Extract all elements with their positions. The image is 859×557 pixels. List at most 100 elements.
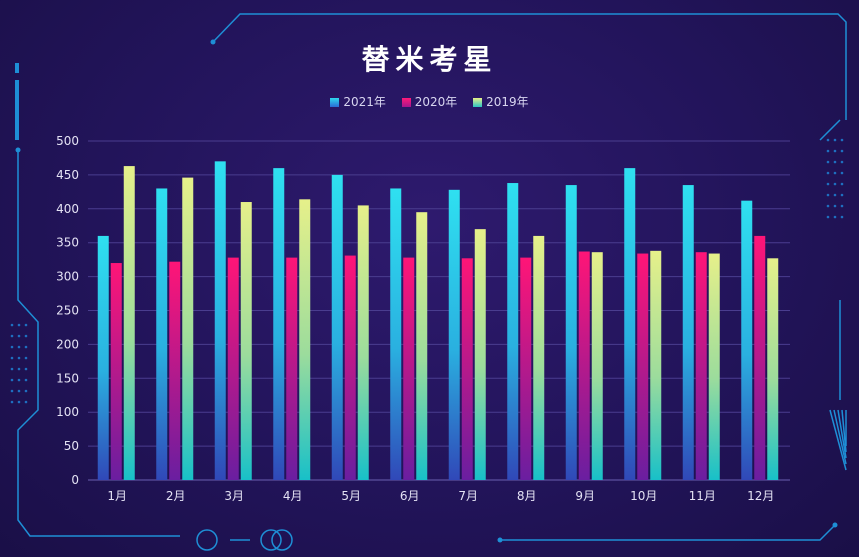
bar-2021年-3月[interactable]	[214, 161, 226, 480]
bar-2021年-12月[interactable]	[741, 200, 753, 480]
bar-2021年-8月[interactable]	[507, 183, 519, 480]
deco-dot	[17, 356, 21, 360]
legend-item-2021[interactable]: 2021年	[330, 93, 386, 110]
y-tick-label: 200	[56, 337, 79, 351]
deco-dot	[17, 334, 21, 338]
deco-dot	[840, 215, 844, 219]
deco-dot	[17, 389, 21, 393]
bar-2020年-11月[interactable]	[695, 252, 707, 480]
deco-dot	[24, 356, 28, 360]
x-tick-label: 9月	[575, 489, 595, 503]
bar-2020年-12月[interactable]	[754, 235, 766, 480]
y-tick-label: 500	[56, 134, 79, 148]
legend-item-2020[interactable]: 2020年	[401, 93, 457, 110]
deco-dot	[826, 204, 830, 208]
legend-label-2019: 2019年	[486, 95, 529, 109]
bar-2019年-7月[interactable]	[474, 229, 486, 480]
bar-2021年-7月[interactable]	[448, 189, 460, 481]
x-tick-label: 6月	[400, 489, 420, 503]
bar-2020年-5月[interactable]	[344, 255, 356, 480]
bar-2019年-4月[interactable]	[299, 199, 311, 481]
deco-dot	[17, 400, 21, 404]
deco-dot	[840, 160, 844, 164]
y-tick-label: 450	[56, 168, 79, 182]
deco-dot	[833, 193, 837, 197]
x-tick-label: 3月	[224, 489, 244, 503]
legend-item-2019[interactable]: 2019年	[473, 93, 529, 110]
bar-2020年-7月[interactable]	[461, 258, 473, 480]
legend-swatch-2021	[330, 98, 340, 107]
x-tick-label: 12月	[747, 489, 774, 503]
bar-2019年-5月[interactable]	[357, 205, 369, 480]
bar-2020年-4月[interactable]	[286, 257, 298, 480]
y-tick-label: 150	[56, 371, 79, 385]
x-tick-label: 4月	[283, 489, 303, 503]
deco-dot	[17, 378, 21, 382]
y-tick-label: 400	[56, 202, 79, 216]
bar-2021年-11月[interactable]	[682, 185, 694, 480]
x-tick-label: 11月	[689, 489, 716, 503]
bar-2019年-8月[interactable]	[533, 235, 545, 480]
bar-2019年-3月[interactable]	[240, 202, 252, 480]
deco-dot	[10, 345, 14, 349]
y-tick-label: 50	[64, 439, 79, 453]
bar-2019年-9月[interactable]	[591, 252, 603, 480]
deco-dot	[10, 367, 14, 371]
deco-dot	[10, 323, 14, 327]
bar-2019年-1月[interactable]	[123, 166, 135, 480]
legend-swatch-2020	[401, 98, 411, 107]
deco-dot	[826, 160, 830, 164]
deco-dot	[17, 367, 21, 371]
bar-2020年-3月[interactable]	[227, 257, 239, 480]
deco-dot	[24, 323, 28, 327]
bar-2021年-9月[interactable]	[565, 185, 577, 480]
y-tick-label: 250	[56, 304, 79, 318]
bar-2020年-8月[interactable]	[520, 257, 532, 480]
deco-dot	[10, 400, 14, 404]
deco-dot	[10, 356, 14, 360]
bar-2021年-6月[interactable]	[390, 188, 402, 480]
x-tick-label: 10月	[630, 489, 657, 503]
deco-dot	[840, 138, 844, 142]
deco-dot	[840, 193, 844, 197]
deco-dot	[840, 182, 844, 186]
bar-2020年-1月[interactable]	[110, 263, 122, 480]
deco-dot	[24, 334, 28, 338]
bar-2020年-6月[interactable]	[403, 257, 415, 480]
x-tick-label: 1月	[107, 489, 127, 503]
bar-2021年-5月[interactable]	[331, 174, 343, 480]
deco-dot	[826, 193, 830, 197]
legend-swatch-2019	[473, 98, 483, 107]
bar-2019年-10月[interactable]	[650, 250, 662, 480]
deco-dot	[826, 171, 830, 175]
x-tick-label: 5月	[341, 489, 361, 503]
bar-2019年-11月[interactable]	[708, 253, 720, 480]
deco-dot	[826, 138, 830, 142]
y-tick-label: 0	[71, 473, 79, 487]
bar-2021年-1月[interactable]	[97, 235, 109, 480]
bar-2020年-2月[interactable]	[169, 261, 181, 480]
x-tick-label: 7月	[458, 489, 478, 503]
deco-dot	[10, 378, 14, 382]
bar-2019年-12月[interactable]	[767, 258, 779, 480]
bar-2021年-4月[interactable]	[273, 168, 285, 480]
deco-dot	[826, 215, 830, 219]
bar-2020年-10月[interactable]	[637, 253, 649, 480]
bar-2019年-6月[interactable]	[416, 212, 428, 480]
deco-dot	[840, 204, 844, 208]
bar-2021年-10月[interactable]	[624, 168, 636, 480]
deco-dot	[833, 160, 837, 164]
bar-2019年-2月[interactable]	[182, 177, 194, 480]
deco-dot	[24, 389, 28, 393]
bar-2020年-9月[interactable]	[578, 251, 590, 480]
deco-dot	[833, 138, 837, 142]
deco-dot	[24, 345, 28, 349]
deco-dot	[17, 345, 21, 349]
bar-2021年-2月[interactable]	[156, 188, 168, 480]
deco-dot	[833, 182, 837, 186]
deco-dot	[833, 171, 837, 175]
deco-dot	[24, 378, 28, 382]
